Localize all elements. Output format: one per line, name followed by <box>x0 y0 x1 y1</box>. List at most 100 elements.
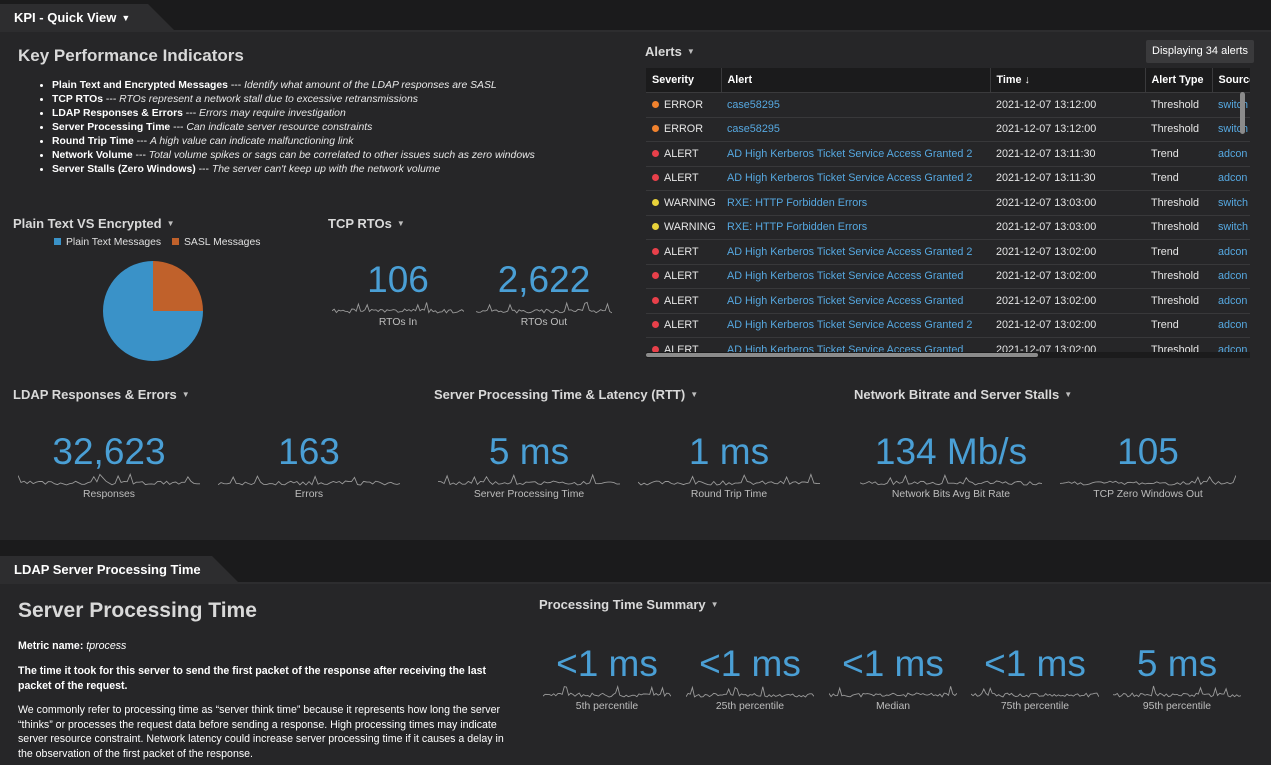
column-header-alert-type[interactable]: Alert Type <box>1145 68 1213 93</box>
severity-label: WARNING <box>664 221 716 234</box>
source-link[interactable]: adcon <box>1212 166 1250 191</box>
metric-value: 105 <box>1117 431 1179 472</box>
legend-item: SASL Messages <box>172 237 260 248</box>
caret-down-icon: ▼ <box>1064 390 1073 399</box>
table-row[interactable]: ERROR case58295 2021-12-07 13:12:00 Thresho… <box>646 92 1250 118</box>
metric-25th-percentile: <1 ms 25th percentile <box>686 644 814 712</box>
alert-link[interactable]: AD High Kerberos Ticket Service Access G… <box>721 288 990 314</box>
source-link[interactable]: switch <box>1212 190 1250 216</box>
widget-title-server-processing[interactable]: Server Processing Time & Latency (RTT) ▼ <box>434 387 699 402</box>
alert-type-cell: Threshold <box>1145 117 1212 142</box>
alert-link[interactable]: AD High Kerberos Ticket Service Access G… <box>721 166 990 191</box>
metric-value: 2,622 <box>497 259 591 300</box>
alert-link[interactable]: AD High Kerberos Ticket Service Access G… <box>721 313 990 338</box>
caret-down-icon: ▼ <box>166 219 175 228</box>
alert-type-cell: Trend <box>1145 141 1212 167</box>
metric-value: 134 Mb/s <box>874 431 1028 472</box>
source-link[interactable]: adcon <box>1212 313 1250 338</box>
alert-link[interactable]: AD High Kerberos Ticket Service Access G… <box>721 239 990 265</box>
severity-dot-icon <box>652 345 659 353</box>
table-header-row: Severity Alert Time ↓ Alert Type Source <box>646 68 1250 93</box>
alerts-table: Severity Alert Time ↓ Alert Type Sourc e … <box>646 68 1250 356</box>
region-tab-ldap-server-processing[interactable]: LDAP Server Processing Time▼ <box>0 556 212 603</box>
pie-slice-plain-text-messages[interactable] <box>103 261 203 361</box>
region-tab-label: LDAP Server Processing Time <box>14 562 201 577</box>
table-row[interactable]: WARNING RXE: HTTP Forbidden Errors 2021-12… <box>646 190 1250 216</box>
spt-paragraph-1: The time it took for this server to send… <box>18 665 487 692</box>
severity-label: ALERT <box>664 294 699 307</box>
region-tab-label: KPI - Quick View <box>14 10 117 25</box>
alert-link[interactable]: case58295 <box>721 92 990 118</box>
column-header-severity[interactable]: Severity <box>646 68 722 93</box>
table-row[interactable]: ALERT AD High Kerberos Ticket Service Acc… <box>646 239 1250 265</box>
sparkline <box>686 685 814 698</box>
alert-link[interactable]: RXE: HTTP Forbidden Errors <box>721 190 990 216</box>
table-row[interactable]: ALERT AD High Kerberos Ticket Service Acc… <box>646 166 1250 191</box>
kpi-item: Server Processing Time --- Can indicate … <box>52 121 535 135</box>
alert-link[interactable]: AD High Kerberos Ticket Service Access G… <box>721 264 990 289</box>
widget-title-alerts[interactable]: Alerts ▼ <box>645 44 695 59</box>
sparkline-path <box>332 302 464 314</box>
alerts-table-container: Severity Alert Time ↓ Alert Type Sourc e … <box>646 68 1250 356</box>
severity-cell: WARNING <box>646 190 721 216</box>
column-header-alert[interactable]: Alert <box>721 68 991 93</box>
caret-down-icon: ▼ <box>181 390 190 399</box>
region-tab-kpi-quick-view[interactable]: KPI - Quick View ▼ <box>0 4 148 32</box>
sparkline-path <box>1060 475 1236 486</box>
table-row[interactable]: ALERT AD High Kerberos Ticket Service Acc… <box>646 313 1250 338</box>
alerts-vertical-scrollbar[interactable] <box>1240 92 1245 134</box>
sparkline-path <box>971 686 1099 698</box>
pie-slice-sasl-messages[interactable] <box>153 261 203 311</box>
source-link[interactable]: switch <box>1212 215 1250 240</box>
table-row[interactable]: WARNING RXE: HTTP Forbidden Errors 2021-12… <box>646 215 1250 240</box>
metric-server-processing-time: 5 ms Server Processing Time <box>438 432 620 500</box>
source-link[interactable]: adcon <box>1212 141 1250 167</box>
source-link[interactable]: adcon <box>1212 264 1250 289</box>
sparkline <box>543 684 671 698</box>
sparkline <box>971 686 1099 698</box>
severity-cell: ERROR <box>646 92 721 118</box>
metric-value: 32,623 <box>52 431 166 472</box>
column-header-source[interactable]: Source <box>1212 68 1250 93</box>
kpi-title: Key Performance Indicators <box>18 46 244 65</box>
alert-link[interactable]: RXE: HTTP Forbidden Errors <box>721 215 990 240</box>
widget-title-tcp-rtos[interactable]: TCP RTOs ▼ <box>328 216 405 231</box>
alerts-count-button[interactable]: Displaying 34 alerts <box>1146 40 1254 63</box>
widget-title-ldap-responses[interactable]: LDAP Responses & Errors ▼ <box>13 387 190 402</box>
spt-paragraph-2: We commonly refer to processing time as … <box>18 704 504 760</box>
kpi-item: LDAP Responses & Errors --- Errors may r… <box>52 107 535 121</box>
alerts-horizontal-scrollbar[interactable] <box>646 352 1250 358</box>
metric-value: <1 ms <box>984 643 1086 684</box>
metric-name-line: Metric name: tprocess <box>18 639 126 654</box>
region-divider <box>0 30 1271 32</box>
table-row[interactable]: ALERT AD High Kerberos Ticket Service Acc… <box>646 141 1250 167</box>
column-header-time[interactable]: Time ↓ <box>990 68 1146 93</box>
table-row[interactable]: ALERT AD High Kerberos Ticket Service Acc… <box>646 264 1250 289</box>
widget-title-plain-vs-encrypted[interactable]: Plain Text VS Encrypted ▼ <box>13 216 175 231</box>
alert-link[interactable]: case58295 <box>721 117 990 142</box>
severity-label: ALERT <box>664 319 699 332</box>
table-row[interactable]: ALERT AD High Kerberos Ticket Service Acc… <box>646 288 1250 314</box>
widget-title-processing-summary[interactable]: Processing Time Summary ▼ <box>539 597 719 612</box>
metric-responses: 32,623 Responses <box>18 432 200 500</box>
scrollbar-thumb[interactable] <box>646 353 1038 357</box>
metric-median: <1 ms Median <box>829 644 957 712</box>
source-link[interactable]: adcon <box>1212 288 1250 314</box>
metric-value: 5 ms <box>488 431 570 472</box>
severity-dot-icon <box>652 272 659 280</box>
source-link[interactable]: adcon <box>1212 239 1250 265</box>
metric-label: Responses <box>83 489 135 500</box>
sparkline <box>218 475 400 486</box>
alert-type-cell: Trend <box>1145 239 1212 265</box>
metric-5th-percentile: <1 ms 5th percentile <box>543 644 671 712</box>
kpi-item: Round Trip Time --- A high value can ind… <box>52 135 535 149</box>
tab-notch <box>148 4 176 32</box>
sparkline-path <box>1113 685 1241 698</box>
widget-title-network-bitrate[interactable]: Network Bitrate and Server Stalls ▼ <box>854 387 1073 402</box>
severity-dot-icon <box>652 321 659 329</box>
metric-name-value: tprocess <box>86 640 127 652</box>
alert-link[interactable]: AD High Kerberos Ticket Service Access G… <box>721 141 990 167</box>
metric-value: 106 <box>367 259 429 300</box>
table-row[interactable]: ERROR case58295 2021-12-07 13:12:00 Thresho… <box>646 117 1250 142</box>
time-cell: 2021-12-07 13:02:00 <box>990 264 1145 289</box>
